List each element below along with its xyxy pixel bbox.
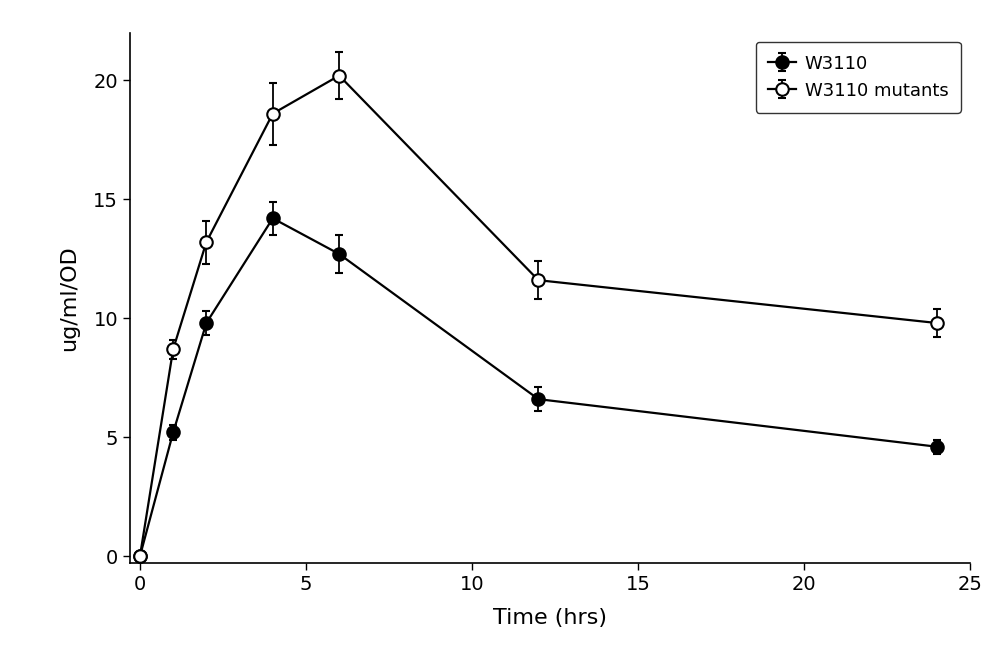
Legend: W3110, W3110 mutants: W3110, W3110 mutants — [756, 42, 961, 113]
X-axis label: Time (hrs): Time (hrs) — [493, 608, 607, 628]
Y-axis label: ug/ml/OD: ug/ml/OD — [59, 245, 79, 351]
